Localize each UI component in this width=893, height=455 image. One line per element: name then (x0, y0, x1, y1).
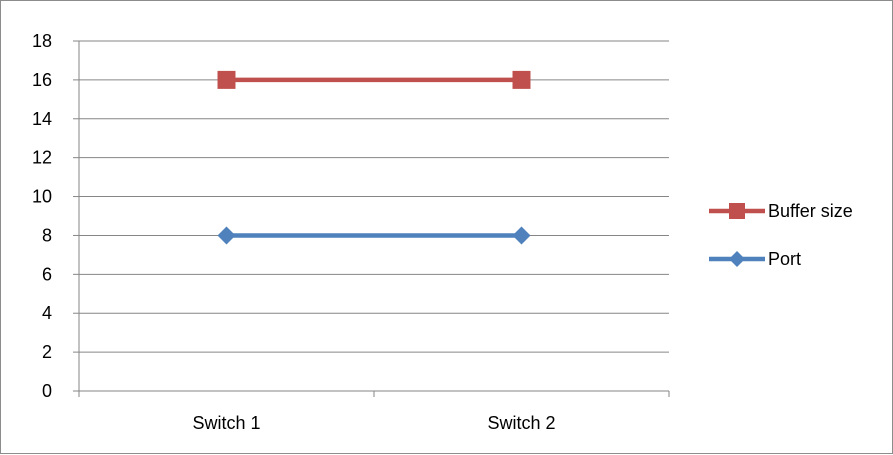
y-axis-tick-labels: 0 2 4 6 8 10 12 14 16 18 (32, 31, 52, 401)
x-tick-label: Switch 2 (487, 413, 555, 433)
y-tick-label: 18 (32, 31, 52, 51)
port-data-point (217, 226, 236, 245)
legend-buffer-size-marker (729, 203, 745, 219)
legend-port-marker (729, 251, 745, 267)
y-tick-label: 6 (42, 264, 52, 284)
y-tick-label: 10 (32, 187, 52, 207)
gridlines (79, 40, 669, 353)
y-tick-label: 14 (32, 109, 52, 129)
axes (73, 40, 670, 397)
port-data-point (512, 226, 531, 245)
y-tick-label: 8 (42, 225, 52, 245)
y-tick-label: 0 (42, 381, 52, 401)
x-tick-label: Switch 1 (192, 413, 260, 433)
buffer-size-data-point (512, 70, 531, 89)
x-axis-tick-labels: Switch 1 Switch 2 (192, 413, 555, 433)
y-tick-label: 4 (42, 303, 52, 323)
y-tick-label: 12 (32, 148, 52, 168)
y-tick-label: 2 (42, 342, 52, 362)
buffer-size-data-point (217, 70, 236, 89)
legend-port-label: Port (768, 249, 801, 269)
legend-buffer-size-label: Buffer size (768, 201, 853, 221)
y-tick-label: 16 (32, 70, 52, 90)
plot-series (217, 70, 531, 245)
legend: Buffer size Port (709, 201, 853, 269)
